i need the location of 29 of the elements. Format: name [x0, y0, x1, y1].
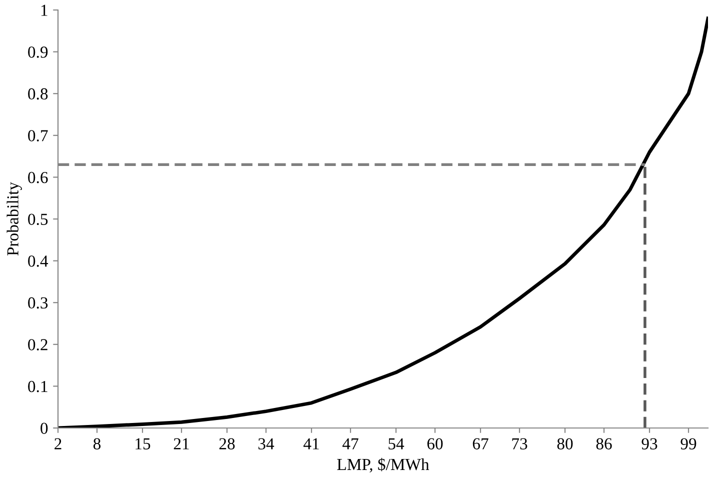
x-tick-label: 93 — [642, 438, 658, 450]
y-tick-label: 0.9 — [28, 46, 48, 58]
y-tick-label: 0.3 — [28, 297, 48, 309]
x-tick-label: 28 — [219, 438, 235, 450]
x-tick-label: 2 — [54, 438, 62, 450]
x-tick-label: 60 — [427, 438, 443, 450]
y-tick-label: 0.4 — [28, 256, 48, 267]
x-tick-label: 73 — [512, 438, 528, 450]
x-tick-label: 80 — [557, 438, 573, 450]
x-tick-label: 86 — [596, 438, 612, 450]
y-tick-label: 0 — [40, 422, 48, 434]
y-tick-label: 0.5 — [28, 214, 48, 226]
y-tick-label: 0.1 — [28, 380, 48, 392]
x-tick-label: 47 — [342, 438, 358, 450]
y-tick-label: 0.6 — [28, 172, 48, 184]
y-tick-label: 1 — [41, 4, 48, 16]
x-tick-label: 41 — [303, 438, 319, 450]
y-tick-label: 0.8 — [28, 88, 48, 100]
x-tick-label: 8 — [93, 438, 101, 450]
x-tick-label: 21 — [174, 438, 189, 450]
x-tick-label: 34 — [258, 438, 274, 450]
x-tick-label: 54 — [388, 438, 404, 450]
x-axis-title: LMP, $/MWh — [337, 458, 430, 473]
x-tick-label: 67 — [472, 438, 488, 450]
y-tick-label: 0.2 — [28, 339, 48, 350]
y-tick-label: 0.7 — [28, 130, 48, 142]
x-tick-label: 15 — [136, 438, 150, 450]
x-tick-label: 99 — [680, 438, 696, 450]
y-axis-title: Probability — [6, 182, 22, 256]
